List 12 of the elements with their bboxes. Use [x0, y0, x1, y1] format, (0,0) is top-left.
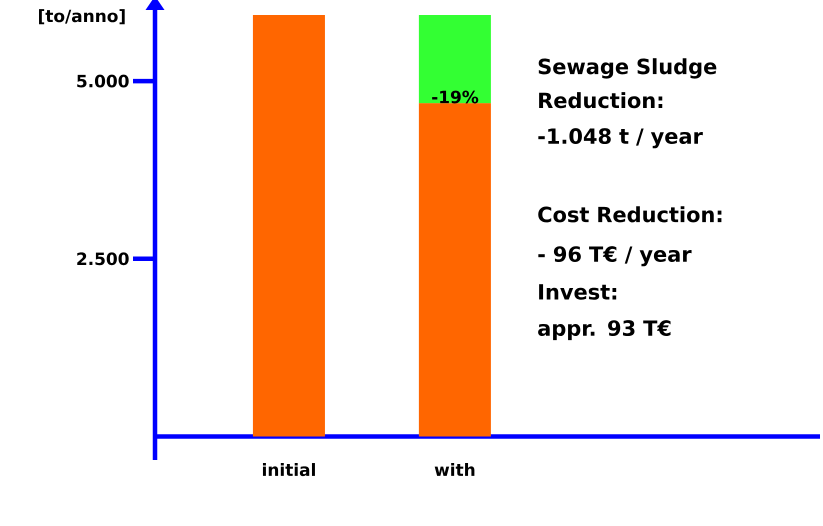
annotation: -19% [432, 90, 478, 104]
y-axis-title: [to/anno] [39, 9, 125, 24]
text: -1.048 t / year [538, 128, 703, 148]
text: Cost Reduction: [538, 206, 722, 222]
text: - 96 T€ / year [538, 246, 692, 266]
y-tick-label: 2.500 [77, 252, 129, 266]
text: appr. 93 T€ [538, 320, 671, 340]
x-tick-label: initial [262, 463, 315, 476]
text: Invest: [539, 284, 616, 300]
x-tick-label: with [434, 463, 474, 476]
text: Sewage Sludge Reduction: [538, 58, 716, 108]
y-tick-label: 5.000 [77, 74, 129, 88]
